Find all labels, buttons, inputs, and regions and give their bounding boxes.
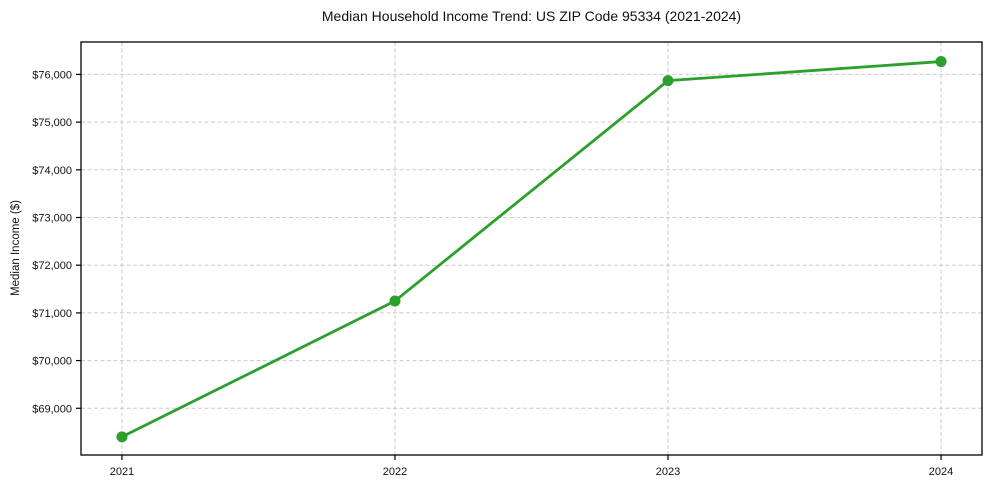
- x-tick-label: 2022: [383, 466, 407, 478]
- plot-border: [80, 41, 983, 456]
- y-tick-label: $72,000: [32, 260, 72, 272]
- y-tick-label: $71,000: [32, 308, 72, 320]
- data-point: [662, 75, 674, 87]
- data-point: [389, 295, 401, 307]
- x-tick-label: 2021: [110, 466, 134, 478]
- x-tick-label: 2024: [929, 466, 953, 478]
- trend-line: [120, 60, 943, 439]
- y-tick-label: $76,000: [32, 69, 72, 81]
- y-tick-label: $69,000: [32, 403, 72, 415]
- chart-title: Median Household Income Trend: US ZIP Co…: [321, 8, 742, 24]
- y-tick-label: $75,000: [32, 117, 72, 129]
- y-tick-label: $73,000: [32, 213, 72, 225]
- y-tick-label: $70,000: [32, 356, 72, 368]
- x-tick-label: 2023: [656, 466, 680, 478]
- data-point: [935, 56, 947, 68]
- y-tick-label: $74,000: [32, 165, 72, 177]
- data-point: [116, 431, 128, 443]
